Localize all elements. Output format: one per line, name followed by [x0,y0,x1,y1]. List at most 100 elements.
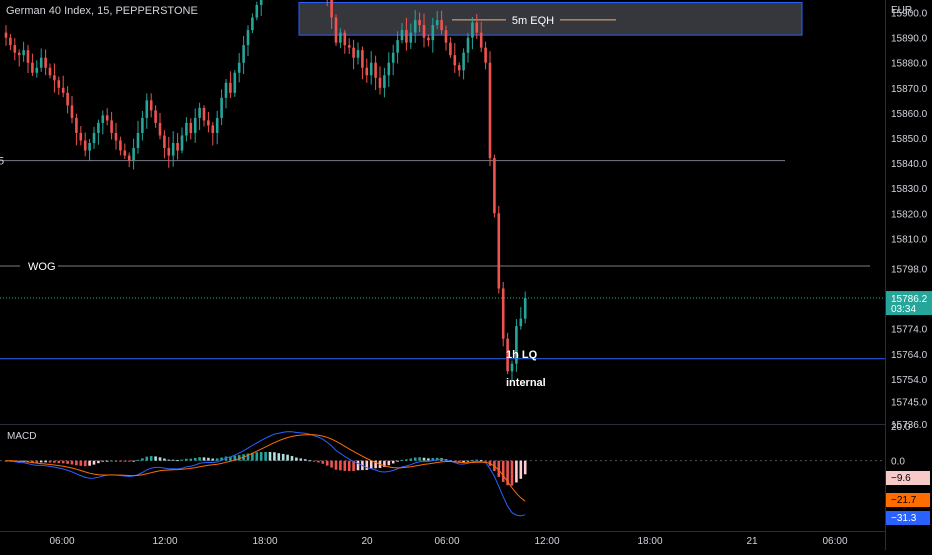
candle [466,37,470,53]
x-tick-label: 18:00 [252,536,277,547]
candle [193,117,197,133]
eqh-label: 5m EQH [512,15,554,27]
last-price-countdown: 03:34 [891,304,916,315]
macd-hist-bar [198,457,201,461]
macd-hist-bar [295,457,298,461]
macd-hist-bar [453,460,457,462]
macd-hist-bar [119,460,122,462]
candle [431,25,435,41]
macd-hist-bar [149,456,153,461]
candle [70,105,74,118]
macd-hist-bar [317,460,320,463]
macd-hist-bar [427,458,430,461]
y-tick-label: 15860.0 [891,109,928,120]
macd-hist-bar [334,460,338,470]
eqh-zone-box [298,2,803,36]
candle [343,32,347,46]
candle [251,17,254,31]
candle [163,135,166,149]
signal-line [6,434,526,502]
macd-hist-bar [246,453,250,461]
candle [400,30,404,41]
candle [444,30,448,43]
candle [123,150,127,156]
macd-hist-bar [466,460,470,462]
macd-hist-bar [141,458,144,461]
macd-hist-bar [132,460,135,462]
candle [180,135,184,151]
macd-hist-bar [365,460,369,470]
candle [246,30,250,46]
x-tick-label: 12:00 [152,536,177,547]
y-tick-label: 15820.0 [891,209,928,220]
macd-hist-bar [145,456,149,461]
candle [97,122,100,133]
macd-hist-bar [211,458,215,461]
candle [57,80,61,88]
macd-hist-bar [237,455,241,461]
candle [39,57,43,68]
macd-hist-bar [88,460,91,466]
macd-hist-bar [312,460,316,462]
candle [211,125,215,133]
candle [515,326,518,364]
candle [453,55,457,66]
macd-hist-bar [281,453,285,461]
edge-level-label: 5 [0,156,4,168]
macd-hist-bar [101,460,105,462]
candle [369,62,373,76]
macd-hist-bar [44,460,47,463]
candle [409,32,413,43]
y-tick-label: 15880.0 [891,59,928,70]
last-price-badge [886,291,932,316]
candle [435,20,439,26]
macd-hist-bar [193,457,197,461]
macd-hist-bar [79,460,83,466]
y-tick-label: 15830.0 [891,184,928,195]
macd-badge-value: −21.7 [891,495,917,506]
y-tick-label: 15890.0 [891,34,928,45]
candle [519,318,523,327]
candle [101,115,105,123]
candle [110,120,113,133]
macd-hist-bar [220,457,223,461]
macd-hist-bar [479,460,483,462]
candle [347,45,351,48]
candle [422,25,426,38]
macd-hist-bar [229,456,232,461]
candle [158,122,162,136]
candle [378,77,382,88]
candle [462,52,465,71]
candle [523,298,527,319]
candle [136,132,140,149]
x-tick-label: 21 [746,536,758,547]
macd-hist-bar [158,457,162,461]
macd-hist-bar [189,458,193,461]
candle [383,75,386,88]
macd-hist-bar [405,459,408,461]
y-tick-label: 15774.0 [891,325,928,336]
macd-hist-bar [273,452,276,461]
macd-hist-bar [57,460,61,464]
candle [506,338,509,372]
macd-hist-bar [39,460,43,463]
candle [61,87,65,93]
currency-label: EUR [891,5,912,16]
macd-hist-bar [431,458,435,461]
candle [176,143,179,151]
candle [330,0,333,18]
candle [259,0,263,6]
macd-hist-bar [409,458,413,461]
candle [119,140,122,151]
candle [427,37,430,41]
macd-hist-bar [286,454,289,461]
candle [339,32,342,43]
candle [83,140,87,151]
candle [198,107,201,118]
candle [189,122,193,133]
candle [374,62,377,78]
macd-hist-bar [462,460,465,463]
macd-hist-bar [506,460,509,486]
